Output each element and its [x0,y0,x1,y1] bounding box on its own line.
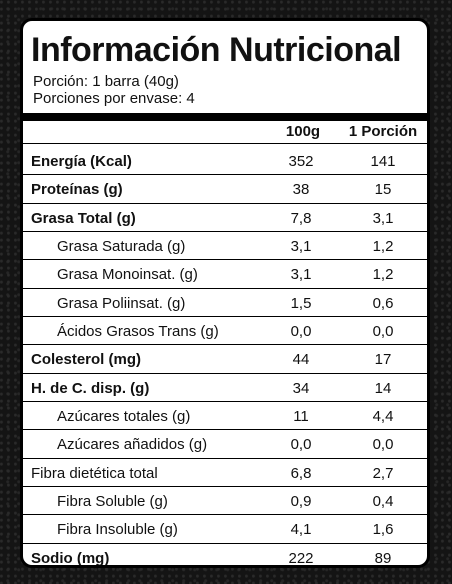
value-100g: 1,5 [290,294,312,312]
value-portion: 3,1 [372,209,394,227]
value-portion: 0,4 [372,493,394,511]
value-portion: 15 [374,181,392,199]
serving-info: Porción: 1 barra (40g) Porciones por env… [33,73,195,107]
table-row: Colesterol (mg) 44 17 [23,345,427,374]
value-100g: 38 [292,181,310,199]
nutrient-name: Azúcares añadidos (g) [57,436,208,454]
value-100g: 0,0 [290,436,312,454]
table-row: Sodio (mg) 222 89 [23,544,427,567]
value-portion: 1,2 [372,238,394,256]
value-100g: 4,1 [290,521,312,539]
value-100g: 11 [293,408,309,426]
table-row: Fibra Insoluble (g) 4,1 1,6 [23,515,427,544]
column-header-divider [23,143,427,144]
value-100g: 6,8 [290,464,312,482]
table-row: Azúcares añadidos (g) 0,0 0,0 [23,430,427,459]
table-row: Fibra Soluble (g) 0,9 0,4 [23,487,427,516]
header-divider-bar [23,113,427,121]
nutrient-name: Ácidos Grasos Trans (g) [57,323,219,341]
value-100g: 352 [288,153,314,170]
table-row: Energía (Kcal) 352 141 [23,147,427,176]
servings-per-package: Porciones por envase: 4 [33,90,195,107]
nutrient-name: Fibra Soluble (g) [57,493,168,511]
nutrient-name: Azúcares totales (g) [57,408,191,426]
table-row: Fibra dietética total 6,8 2,7 [23,459,427,488]
value-100g: 44 [292,351,310,369]
serving-portion: Porción: 1 barra (40g) [33,73,179,90]
nutrition-label: Información Nutricional Porción: 1 barra… [20,18,430,568]
value-portion: 17 [374,351,392,369]
nutrient-name: Colesterol (mg) [31,351,142,369]
value-portion: 14 [374,379,392,397]
nutrient-name: H. de C. disp. (g) [31,379,150,397]
table-row: H. de C. disp. (g) 34 14 [23,374,427,403]
value-portion: 4,4 [372,408,394,426]
nutrient-name: Grasa Total (g) [31,209,136,227]
value-100g: 0,9 [290,493,312,511]
nutrient-name: Grasa Monoinsat. (g) [57,266,198,284]
table-row: Grasa Monoinsat. (g) 3,1 1,2 [23,260,427,289]
value-portion: 1,6 [372,521,394,539]
table-row: Proteínas (g) 38 15 [23,175,427,204]
value-100g: 3,1 [290,266,312,284]
value-portion: 0,0 [372,323,394,341]
table-row: Azúcares totales (g) 11 4,4 [23,402,427,431]
nutrient-name: Grasa Saturada (g) [57,238,186,256]
value-portion: 2,7 [372,464,394,482]
value-portion: 141 [370,153,396,170]
label-title: Información Nutricional [31,31,402,69]
value-portion: 89 [374,549,392,567]
nutrient-name: Proteínas (g) [31,181,123,199]
nutrient-name: Sodio (mg) [31,549,110,567]
value-100g: 222 [288,549,314,567]
value-100g: 7,8 [290,209,312,227]
table-row: Grasa Total (g) 7,8 3,1 [23,204,427,233]
nutrient-name: Grasa Poliinsat. (g) [57,294,186,312]
nutrient-name: Fibra dietética total [31,464,158,482]
value-portion: 0,6 [372,294,394,312]
value-portion: 0,0 [372,436,394,454]
nutrient-name: Energía (Kcal) [31,153,132,170]
table-row: Ácidos Grasos Trans (g) 0,0 0,0 [23,317,427,346]
value-100g: 0,0 [290,323,312,341]
nutrient-name: Fibra Insoluble (g) [57,521,178,539]
nutrient-table: Energía (Kcal) 352 141 Proteínas (g) 38 … [23,147,427,567]
value-portion: 1,2 [372,266,394,284]
table-row: Grasa Saturada (g) 3,1 1,2 [23,232,427,261]
column-header-100g: 100g [285,123,321,140]
column-header-portion: 1 Porción [348,123,418,140]
value-100g: 34 [292,379,310,397]
value-100g: 3,1 [290,238,312,256]
table-row: Grasa Poliinsat. (g) 1,5 0,6 [23,289,427,318]
